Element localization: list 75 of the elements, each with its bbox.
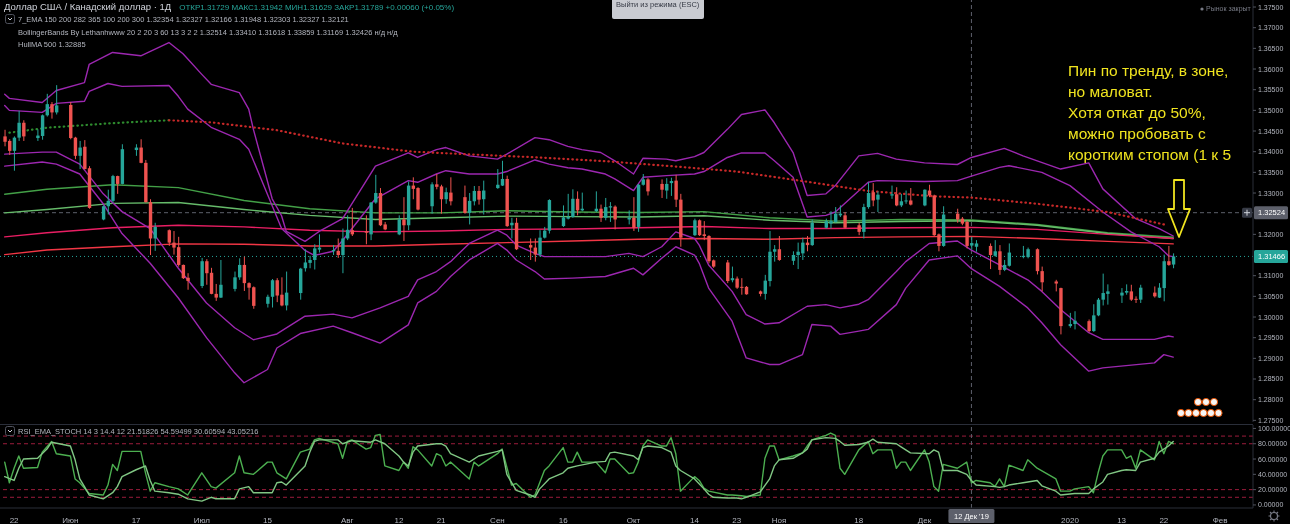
candlestick [219, 259, 223, 299]
candlestick [40, 113, 45, 141]
candlestick [665, 177, 669, 200]
candlestick [599, 204, 603, 223]
candlestick [998, 244, 1002, 276]
candlestick [726, 259, 730, 284]
candlestick [1134, 295, 1138, 304]
candlestick [1073, 310, 1077, 330]
x-tick-label: 21 [436, 515, 447, 524]
x-tick-label: Июл [193, 515, 211, 524]
candlestick [829, 210, 833, 230]
candlestick [270, 278, 275, 309]
x-tick-label: 18 [854, 515, 864, 524]
chart-title: Доллар США / Канадский доллар · 1Д [4, 1, 172, 12]
candlestick [176, 236, 181, 268]
candlestick [904, 190, 908, 205]
candlestick [965, 219, 969, 249]
candlestick [510, 217, 514, 239]
candlestick [702, 220, 706, 241]
candlestick [17, 110, 21, 142]
candlestick [374, 174, 378, 205]
candlestick [660, 178, 664, 199]
candlestick [36, 128, 40, 142]
candlestick [1092, 303, 1096, 333]
x-tick-label: 22 [9, 515, 20, 524]
candlestick [430, 181, 434, 215]
x-tick-label: Дек [917, 515, 932, 524]
candlestick [280, 276, 284, 307]
candlestick [1167, 245, 1171, 267]
x-tick-label: 14 [690, 515, 700, 524]
candlestick [538, 229, 542, 258]
x-tick-label: Июн [62, 515, 79, 524]
candlestick [674, 174, 678, 208]
candlestick [186, 272, 190, 291]
candlestick [571, 188, 575, 219]
x-tick-label: Авг [341, 515, 354, 524]
x-tick-label: 16 [558, 515, 569, 524]
candlestick [477, 185, 481, 206]
candlestick [50, 101, 54, 120]
candlestick [402, 196, 406, 242]
chart-subtitle: ОТКР1.31729 МАКС1.31942 МИН1.31629 ЗАКР1.31789 +0.00060 (+0.05%) [179, 3, 455, 12]
line-series [3, 184, 1174, 238]
x-tick-label: Ноя [771, 515, 787, 524]
candlestick [876, 190, 880, 213]
candlestick [364, 214, 369, 245]
x-tick-label: 23 [732, 515, 742, 524]
annotation: Пин по тренду, в зоне, но маловат. Хотя откат до 50%, можно пробовать с коротким стопом (1 к 5 [1068, 61, 1233, 165]
candlestick [1120, 287, 1124, 304]
x-tick-label: 12 [394, 515, 404, 524]
candlestick [78, 140, 82, 170]
line-series [3, 235, 1174, 256]
candlestick [613, 204, 617, 230]
x-tick-label: Окт [626, 515, 641, 524]
candlestick [233, 271, 237, 292]
candlestick [3, 129, 7, 147]
candlestick [561, 204, 566, 228]
candlestick [632, 196, 636, 232]
candlestick [463, 185, 467, 215]
line-series [3, 224, 1174, 240]
x-tick-label: 2020 [1061, 515, 1080, 524]
x-tick-label: 13 [1117, 515, 1127, 524]
x-tick-label: 22 [1159, 515, 1169, 524]
candlestick [1040, 266, 1044, 292]
candlestick [528, 237, 533, 261]
candlestick [890, 185, 894, 200]
line-series [3, 161, 1174, 384]
candlestick [22, 119, 26, 142]
candlestick [205, 258, 209, 286]
x-tick-label: 15 [263, 515, 273, 524]
x-tick-label: Сен [490, 515, 505, 524]
candlestick [500, 160, 505, 187]
candlestick [449, 176, 453, 206]
candlestick [1124, 283, 1129, 296]
x-tick-label: Фев [1212, 515, 1228, 524]
x-tick-label: 17 [131, 515, 142, 524]
